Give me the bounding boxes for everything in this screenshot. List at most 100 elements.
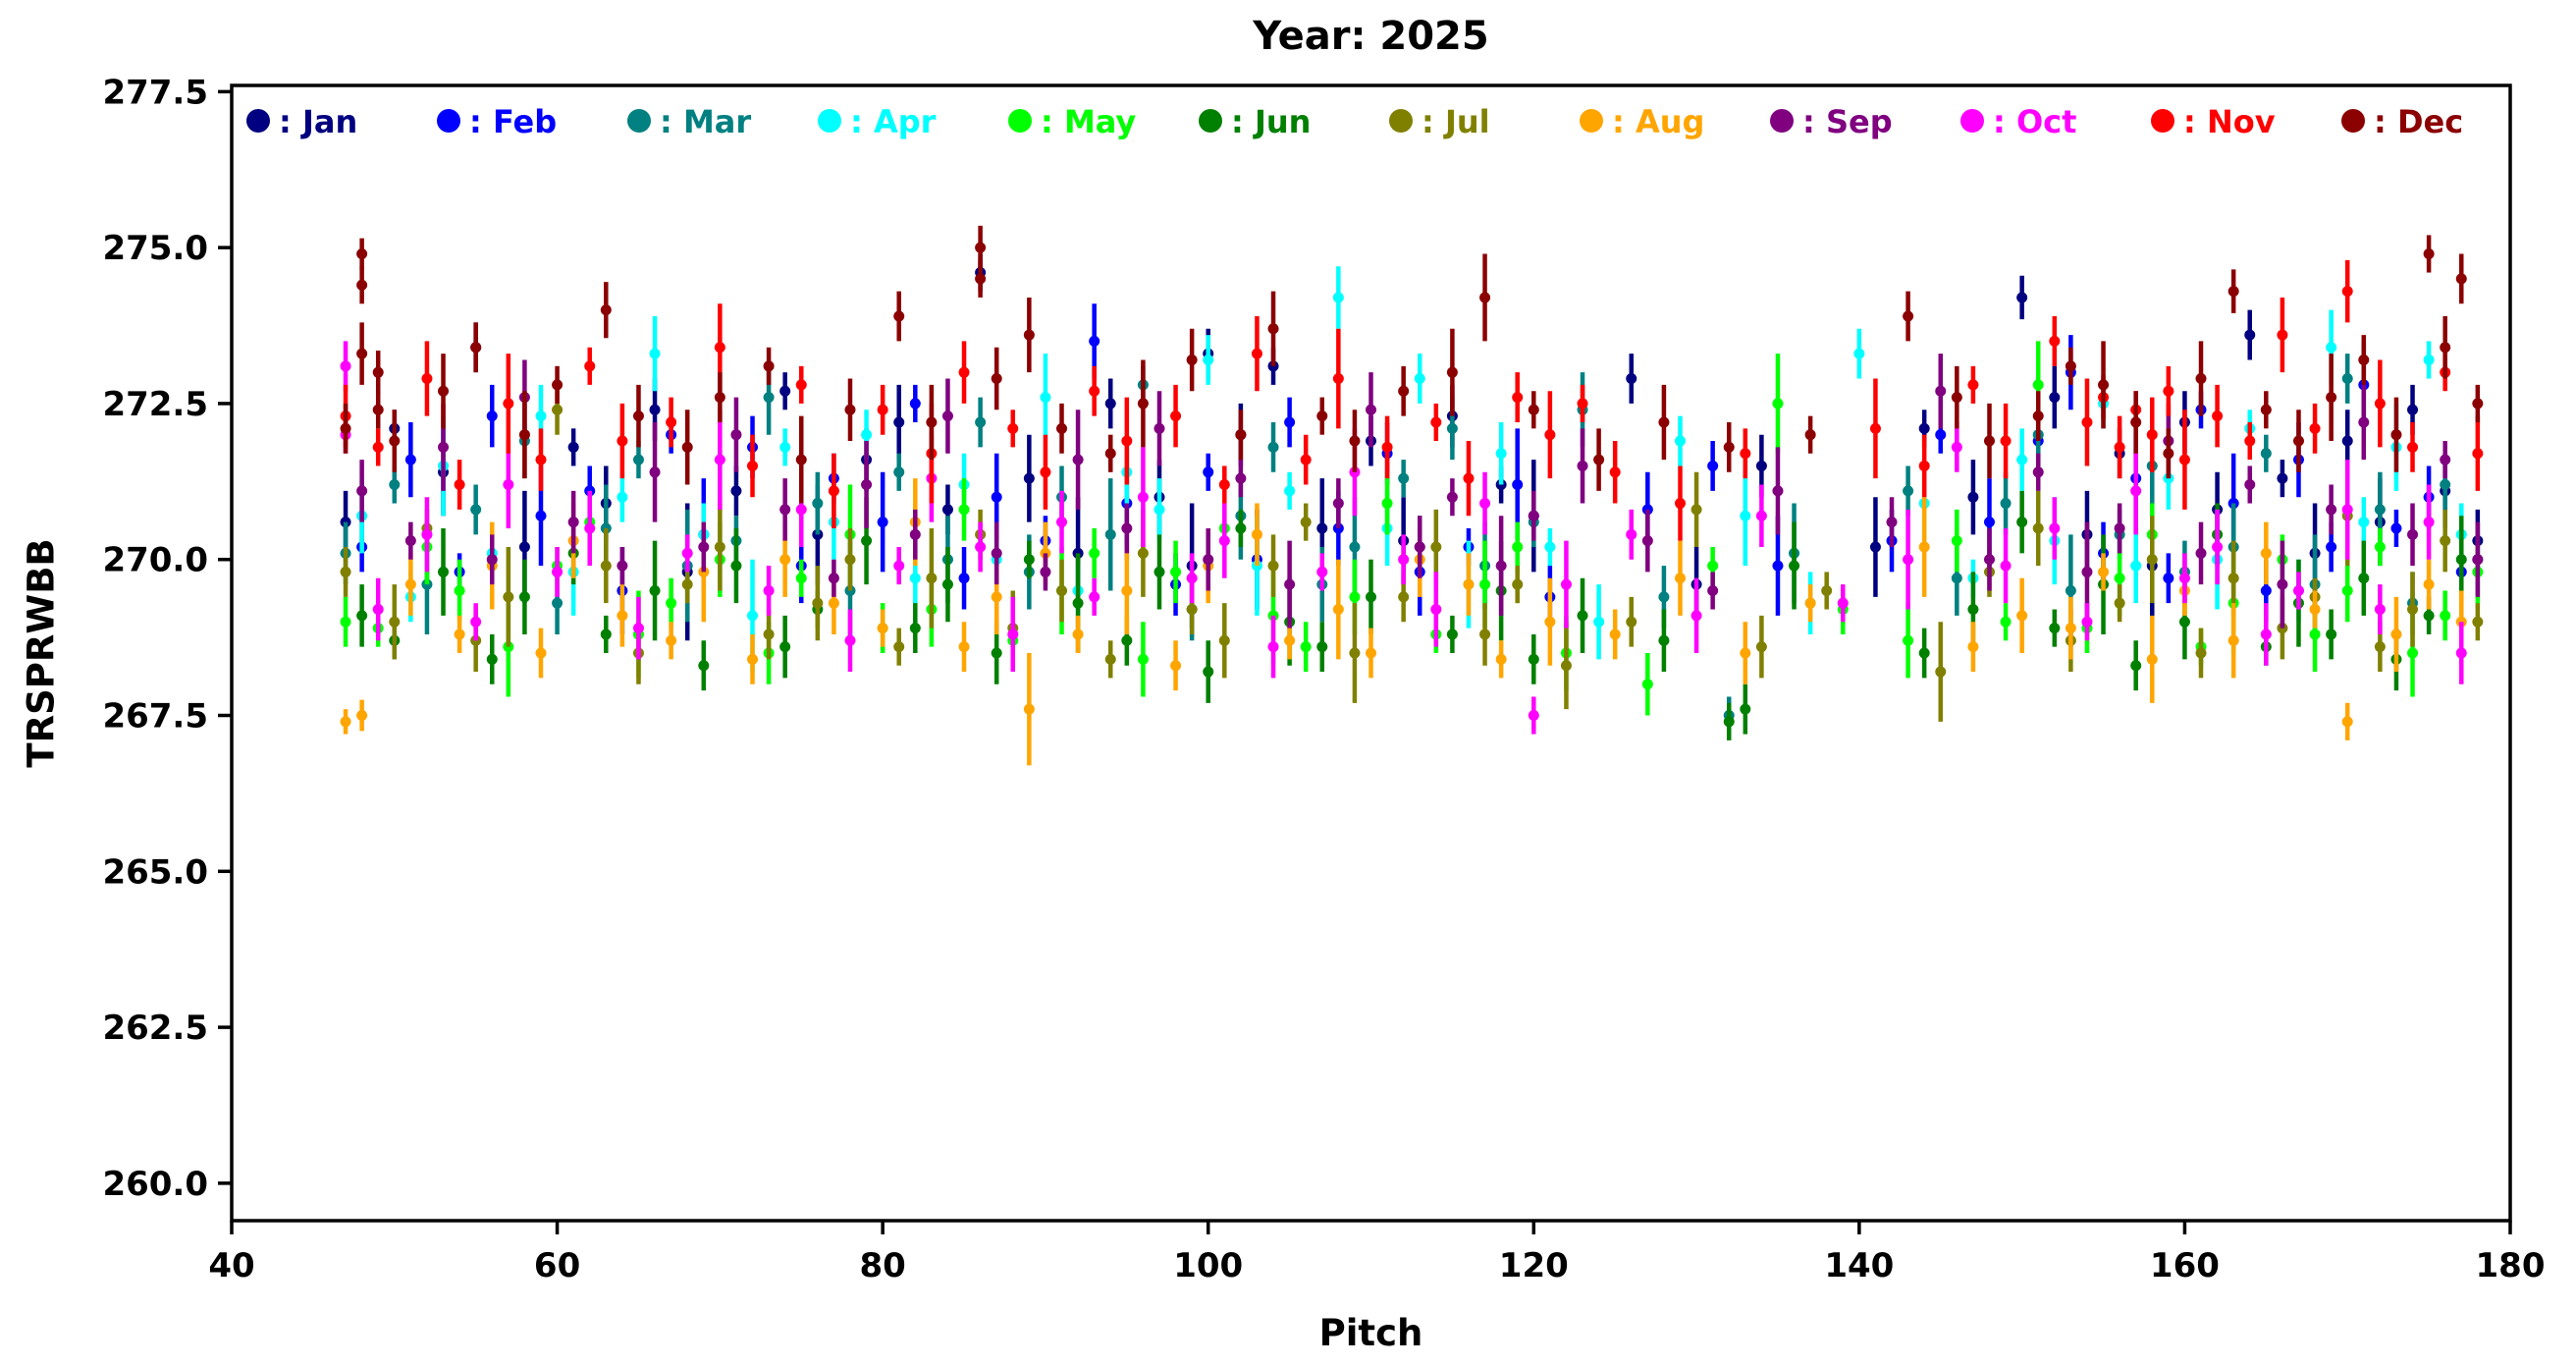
data-point: [763, 360, 775, 372]
data-point: [2472, 616, 2484, 628]
data-point: [975, 242, 987, 253]
data-point: [1609, 628, 1621, 640]
legend-marker-icon: [1770, 109, 1794, 133]
legend-label: : Aug: [1612, 103, 1704, 140]
data-point: [1056, 517, 1068, 528]
data-point: [2244, 435, 2256, 447]
data-point: [730, 560, 742, 572]
data-point: [1463, 472, 1475, 484]
data-point: [2407, 647, 2419, 659]
data-point: [861, 429, 873, 441]
data-point: [991, 373, 1002, 385]
legend-item-nov: : Nov: [2151, 103, 2276, 140]
series-may: [340, 341, 2484, 716]
data-point: [1235, 429, 1247, 441]
data-point: [2049, 392, 2061, 404]
data-point: [649, 348, 661, 359]
data-point: [1626, 616, 1637, 628]
data-point: [1267, 441, 1279, 453]
data-point: [909, 573, 921, 584]
data-point: [356, 710, 368, 722]
data-point: [1121, 584, 1133, 596]
data-point: [1446, 366, 1458, 378]
data-point: [909, 623, 921, 634]
data-point: [1674, 435, 1686, 447]
data-point: [714, 392, 725, 404]
data-point: [714, 454, 725, 465]
legend-item-may: : May: [1008, 103, 1136, 140]
data-point: [1186, 573, 1198, 584]
data-point: [438, 385, 450, 397]
data-point: [1154, 504, 1165, 516]
data-point: [2390, 429, 2402, 441]
y-tick-label: 265.0: [102, 852, 208, 892]
legend-marker-icon: [437, 109, 460, 133]
data-point: [2455, 273, 2467, 285]
data-point: [1951, 441, 1962, 453]
legend-marker-icon: [627, 109, 651, 133]
data-point: [503, 591, 514, 603]
data-point: [503, 398, 514, 410]
data-point: [404, 454, 416, 465]
data-point: [1154, 566, 1165, 577]
data-point: [2195, 647, 2207, 659]
data-point: [2114, 597, 2125, 609]
data-point: [941, 410, 953, 422]
data-point: [2098, 566, 2110, 577]
legend-item-sep: : Sep: [1770, 103, 1893, 140]
data-point: [2309, 604, 2321, 616]
data-point: [503, 479, 514, 491]
data-point: [2244, 479, 2256, 491]
data-point: [1381, 441, 1393, 453]
data-point: [2032, 410, 2044, 422]
data-point: [1903, 310, 1914, 322]
data-point: [1690, 504, 1702, 516]
data-point: [747, 610, 759, 622]
data-point: [2016, 454, 2028, 465]
data-point: [2341, 716, 2353, 728]
data-point: [1674, 498, 1686, 510]
data-point: [1755, 641, 1767, 653]
data-point: [340, 360, 351, 372]
x-tick-label: 100: [1173, 1246, 1243, 1285]
data-point: [2178, 616, 2190, 628]
data-point: [1641, 535, 1653, 547]
data-point: [1186, 604, 1198, 616]
data-point: [1658, 591, 1670, 603]
data-point: [1398, 554, 1410, 566]
data-point: [747, 653, 759, 665]
data-point: [1593, 454, 1605, 465]
data-point: [356, 348, 368, 359]
data-point: [2114, 573, 2125, 584]
data-point: [1544, 429, 1556, 441]
legend-item-aug: : Aug: [1580, 103, 1704, 140]
data-point: [1528, 404, 1539, 415]
data-point: [2358, 573, 2370, 584]
data-point: [2292, 584, 2304, 596]
data-point: [1577, 460, 1588, 471]
data-point: [1707, 584, 1719, 596]
data-point: [438, 566, 450, 577]
data-point: [1137, 398, 1149, 410]
data-point: [1104, 528, 1116, 540]
data-point: [1690, 610, 1702, 622]
data-point: [2114, 522, 2125, 534]
data-point: [649, 404, 661, 415]
data-point: [2374, 641, 2386, 653]
legend-item-mar: : Mar: [627, 103, 751, 140]
data-point: [941, 504, 953, 516]
data-point: [1983, 554, 1995, 566]
data-point: [2277, 329, 2288, 341]
legend-marker-icon: [1389, 109, 1413, 133]
data-point: [779, 504, 791, 516]
data-point: [1398, 385, 1410, 397]
data-point: [584, 360, 596, 372]
legend-item-oct: : Oct: [1960, 103, 2076, 140]
data-point: [1804, 429, 1816, 441]
legend-item-apr: : Apr: [818, 103, 937, 140]
data-point: [1772, 398, 1784, 410]
data-point: [404, 578, 416, 590]
data-point: [340, 422, 351, 434]
data-point: [763, 628, 775, 640]
